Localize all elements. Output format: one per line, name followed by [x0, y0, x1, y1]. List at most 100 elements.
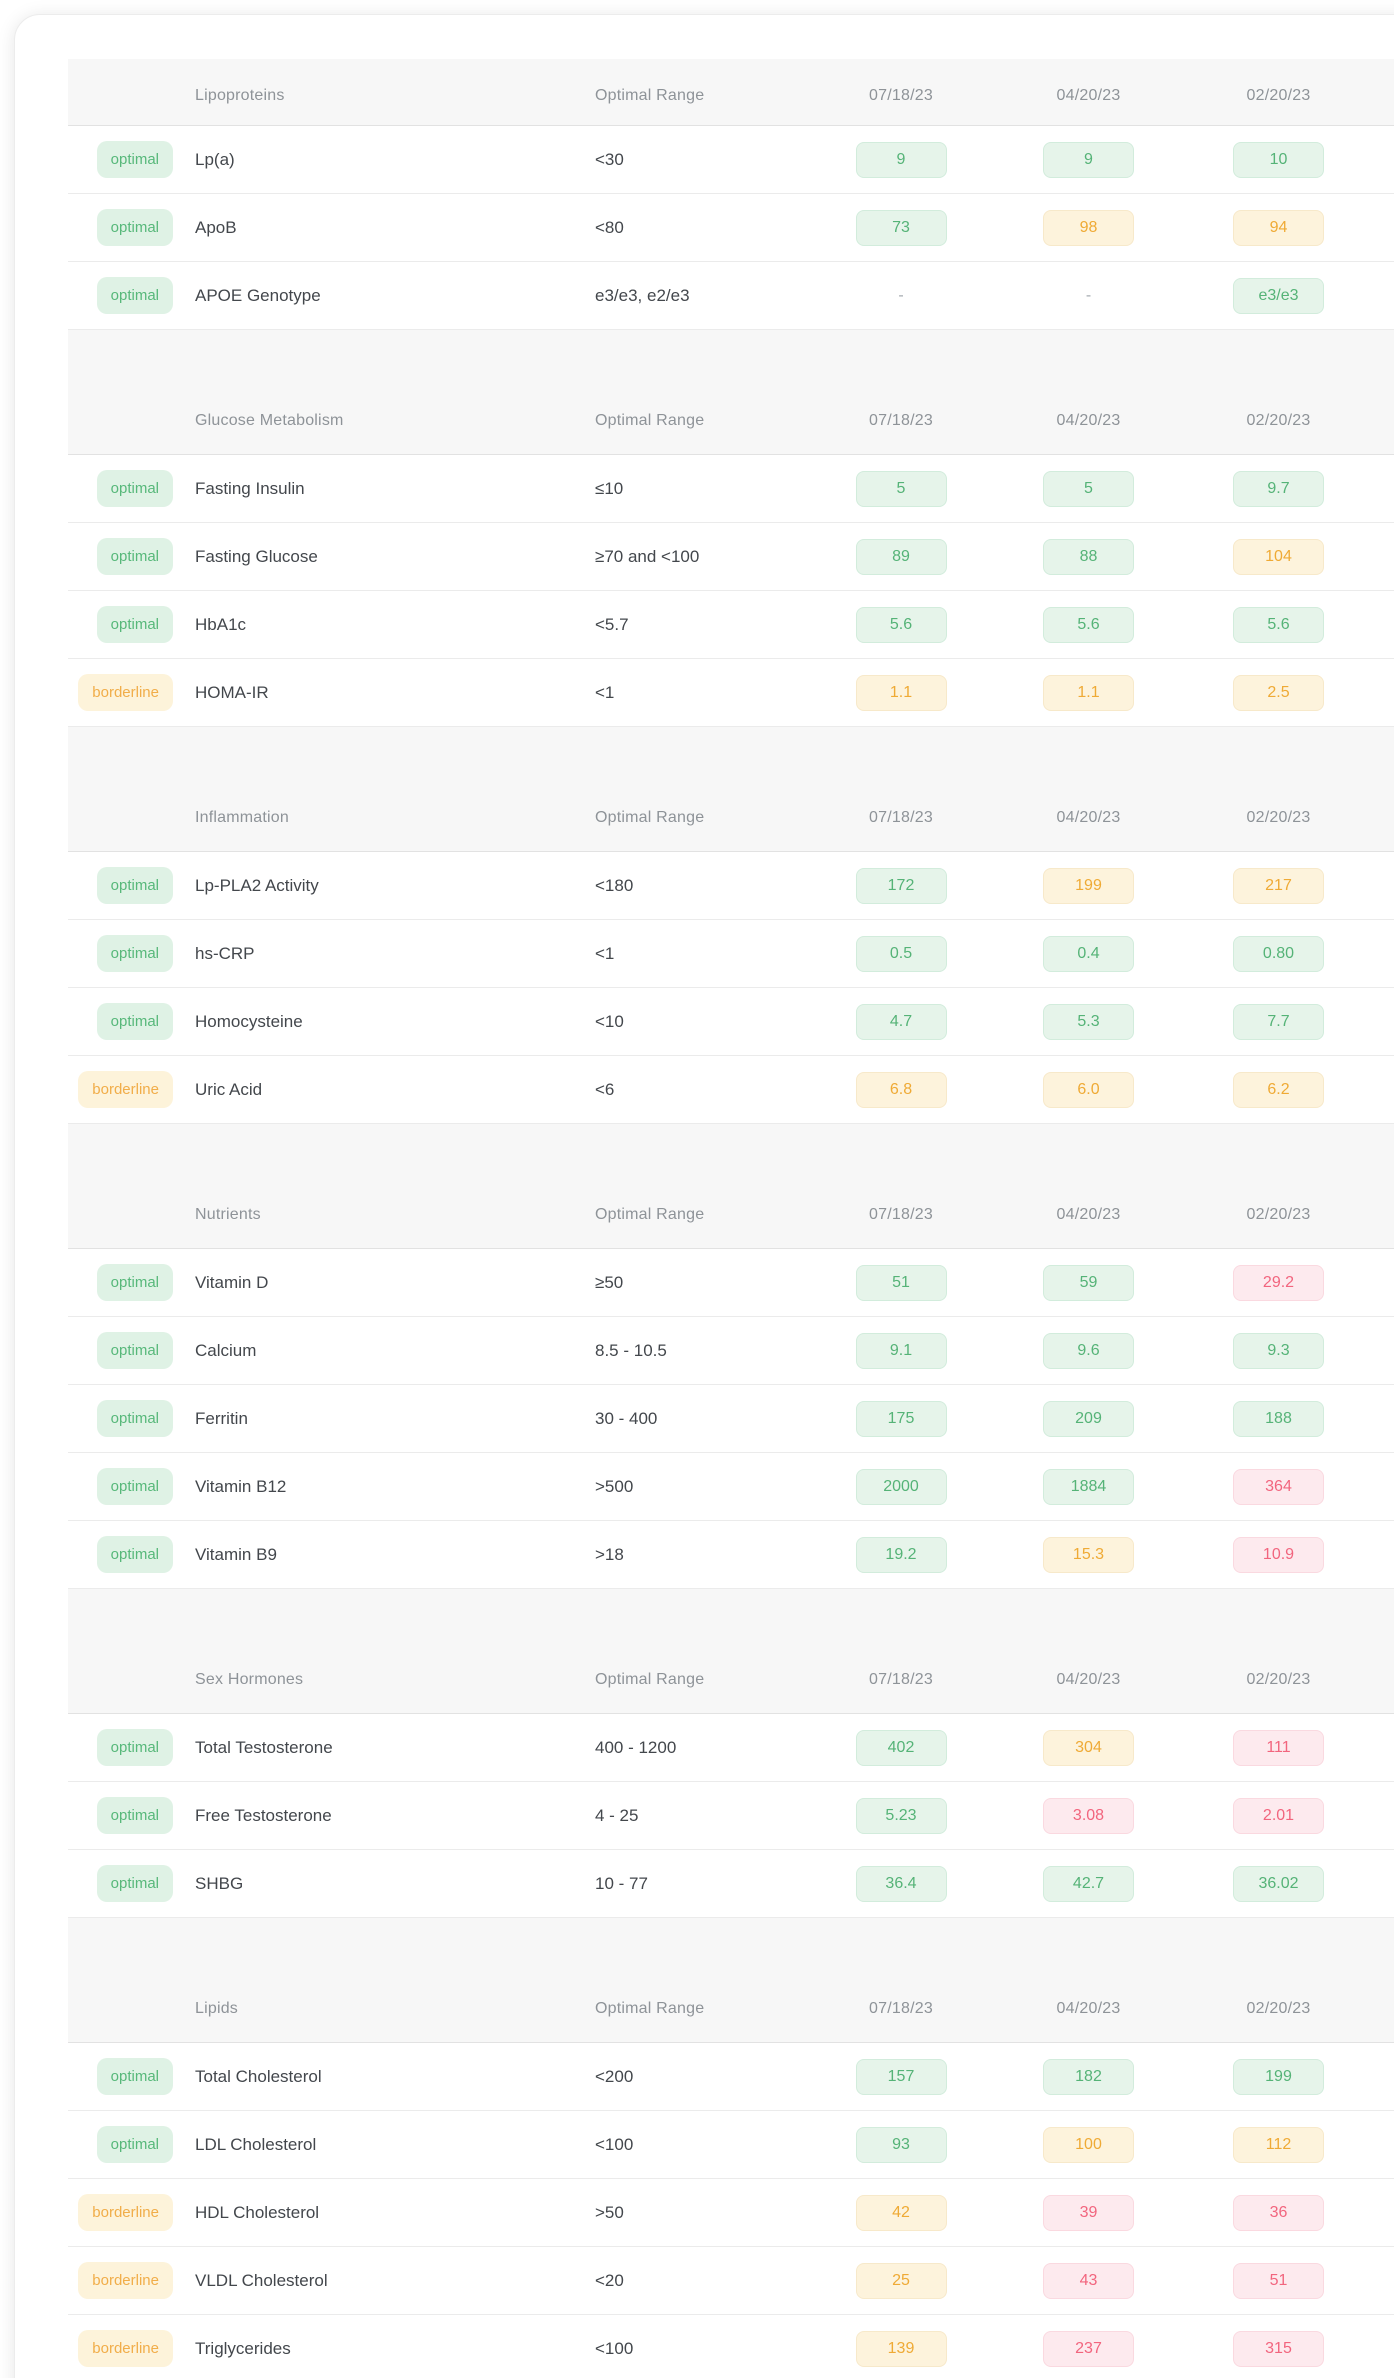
result-value-pill: 6.0 — [1043, 1071, 1134, 1108]
optimal-range-value: <100 — [595, 2338, 634, 2358]
status-badge: borderline — [78, 1071, 173, 1108]
optimal-range-value: ≥70 and <100 — [595, 546, 700, 566]
section-title: Sex Hormones — [195, 1671, 304, 1688]
result-value-pill: 0.80 — [1233, 935, 1324, 972]
biomarker-row[interactable]: borderline HOMA-IR <1 1.1 1.1 2.5 — [68, 659, 1394, 727]
optimal-range-value: <5.7 — [595, 614, 629, 634]
biomarker-section: Inflammation Optimal Range 07/18/23 04/2… — [68, 727, 1394, 1124]
result-value-pill: 6.2 — [1233, 1071, 1324, 1108]
result-value-pill: 199 — [1233, 2058, 1324, 2095]
biomarker-row[interactable]: optimal Vitamin D ≥50 51 59 29.2 — [68, 1249, 1394, 1317]
biomarker-row[interactable]: optimal Ferritin 30 - 400 175 209 188 — [68, 1385, 1394, 1453]
biomarker-row[interactable]: optimal LDL Cholesterol <100 93 100 112 — [68, 2111, 1394, 2179]
biomarker-row[interactable]: borderline HDL Cholesterol >50 42 39 36 — [68, 2179, 1394, 2247]
biomarker-name: Vitamin D — [195, 1272, 269, 1292]
biomarker-row[interactable]: optimal Lp-PLA2 Activity <180 172 199 21… — [68, 852, 1394, 920]
biomarker-row[interactable]: optimal Vitamin B9 >18 19.2 15.3 10.9 — [68, 1521, 1394, 1589]
biomarker-row[interactable]: borderline VLDL Cholesterol <20 25 43 51 — [68, 2247, 1394, 2315]
result-value-pill: 19.2 — [855, 1536, 947, 1573]
result-value-pill: 5.23 — [855, 1797, 947, 1834]
result-value-pill: 93 — [855, 2126, 947, 2163]
biomarker-name: LDL Cholesterol — [195, 2134, 317, 2154]
result-value-pill: 2.01 — [1233, 1797, 1324, 1834]
biomarker-row[interactable]: optimal Total Testosterone 400 - 1200 40… — [68, 1714, 1394, 1782]
result-value-pill: 172 — [855, 867, 947, 904]
biomarker-row[interactable]: optimal SHBG 10 - 77 36.4 42.7 36.02 — [68, 1850, 1394, 1918]
biomarker-row[interactable]: optimal ApoB <80 73 98 94 — [68, 194, 1394, 262]
section-header-row: Nutrients Optimal Range 07/18/23 04/20/2… — [68, 1124, 1394, 1249]
result-value-pill: 59 — [1043, 1264, 1134, 1301]
result-value-pill: 29.2 — [1233, 1264, 1324, 1301]
status-badge: optimal — [96, 2058, 173, 2095]
biomarker-results-card: Lipoproteins Optimal Range 07/18/23 04/2… — [14, 14, 1394, 2378]
biomarker-name: Uric Acid — [195, 1079, 263, 1099]
biomarker-name: Fasting Glucose — [195, 546, 318, 566]
biomarker-row[interactable]: optimal Calcium 8.5 - 10.5 9.1 9.6 9.3 — [68, 1317, 1394, 1385]
biomarker-section: Glucose Metabolism Optimal Range 07/18/2… — [68, 330, 1394, 727]
result-value-pill: 73 — [855, 209, 947, 246]
result-value-pill: 51 — [855, 1264, 947, 1301]
result-value-pill: 5.6 — [1233, 606, 1324, 643]
date-column-header: 04/20/23 — [1056, 1206, 1121, 1223]
result-value-pill: 0.5 — [855, 935, 947, 972]
optimal-range-value: 10 - 77 — [595, 1873, 648, 1893]
biomarker-row[interactable]: optimal APOE Genotype e3/e3, e2/e3 - - e… — [68, 262, 1394, 330]
result-value-pill: 51 — [1233, 2262, 1324, 2299]
section-rows: optimal Total Cholesterol <200 157 182 1… — [68, 2043, 1394, 2378]
status-badge: optimal — [96, 1003, 173, 1040]
status-badge: optimal — [96, 1865, 173, 1902]
biomarker-name: hs-CRP — [195, 943, 255, 963]
biomarker-name: HOMA-IR — [195, 682, 269, 702]
biomarker-row[interactable]: optimal Fasting Insulin ≤10 5 5 9.7 — [68, 455, 1394, 523]
biomarker-name: Lp-PLA2 Activity — [195, 875, 319, 895]
biomarker-row[interactable]: optimal Total Cholesterol <200 157 182 1… — [68, 2043, 1394, 2111]
optimal-range-value: <100 — [595, 2134, 634, 2154]
result-value-pill: 5.6 — [855, 606, 947, 643]
biomarker-row[interactable]: optimal hs-CRP <1 0.5 0.4 0.80 — [68, 920, 1394, 988]
date-column-header: 04/20/23 — [1056, 2000, 1121, 2017]
result-value-pill: 98 — [1043, 209, 1134, 246]
biomarker-row[interactable]: optimal HbA1c <5.7 5.6 5.6 5.6 — [68, 591, 1394, 659]
status-badge: optimal — [96, 1264, 173, 1301]
result-value-pill: 2.5 — [1233, 674, 1324, 711]
result-value-pill: 94 — [1233, 209, 1324, 246]
biomarker-name: Calcium — [195, 1340, 257, 1360]
result-value-pill: 1.1 — [855, 674, 947, 711]
biomarker-row[interactable]: optimal Homocysteine <10 4.7 5.3 7.7 — [68, 988, 1394, 1056]
optimal-range-value: e3/e3, e2/e3 — [595, 285, 690, 305]
result-value-pill: 157 — [855, 2058, 947, 2095]
result-value-pill: 111 — [1233, 1729, 1324, 1766]
result-value-pill: 3.08 — [1043, 1797, 1134, 1834]
result-value-pill: 9.1 — [855, 1332, 947, 1369]
optimal-range-value: <180 — [595, 875, 634, 895]
result-value-pill: 217 — [1233, 867, 1324, 904]
biomarker-row[interactable]: optimal Free Testosterone 4 - 25 5.23 3.… — [68, 1782, 1394, 1850]
section-rows: optimal Vitamin D ≥50 51 59 29.2 optimal… — [68, 1249, 1394, 1589]
status-badge: borderline — [78, 2330, 173, 2367]
date-column-header: 02/20/23 — [1246, 809, 1311, 826]
biomarker-row[interactable]: borderline Uric Acid <6 6.8 6.0 6.2 — [68, 1056, 1394, 1124]
section-title: Glucose Metabolism — [195, 412, 344, 429]
date-column-header: 04/20/23 — [1056, 1671, 1121, 1688]
status-badge: borderline — [78, 674, 173, 711]
biomarker-row[interactable]: optimal Lp(a) <30 9 9 10 — [68, 126, 1394, 194]
section-header-row: Inflammation Optimal Range 07/18/23 04/2… — [68, 727, 1394, 852]
result-value-pill: 100 — [1043, 2126, 1134, 2163]
optimal-range-column-header: Optimal Range — [595, 412, 705, 429]
result-value-pill: 139 — [855, 2330, 947, 2367]
status-badge: borderline — [78, 2262, 173, 2299]
status-badge: optimal — [96, 1332, 173, 1369]
optimal-range-value: <6 — [595, 1079, 615, 1099]
section-title: Lipoproteins — [195, 87, 285, 104]
result-value-pill: 237 — [1043, 2330, 1134, 2367]
section-rows: optimal Lp(a) <30 9 9 10 optimal ApoB <8… — [68, 126, 1394, 330]
biomarker-name: Lp(a) — [195, 149, 235, 169]
result-value-pill: 1884 — [1043, 1468, 1134, 1505]
section-header-row: Sex Hormones Optimal Range 07/18/23 04/2… — [68, 1589, 1394, 1714]
biomarker-row[interactable]: optimal Fasting Glucose ≥70 and <100 89 … — [68, 523, 1394, 591]
optimal-range-value: <30 — [595, 149, 624, 169]
status-badge: optimal — [96, 470, 173, 507]
biomarker-row[interactable]: optimal Vitamin B12 >500 2000 1884 364 — [68, 1453, 1394, 1521]
biomarker-row[interactable]: borderline Triglycerides <100 139 237 31… — [68, 2315, 1394, 2378]
result-value-pill: 9.7 — [1233, 470, 1324, 507]
